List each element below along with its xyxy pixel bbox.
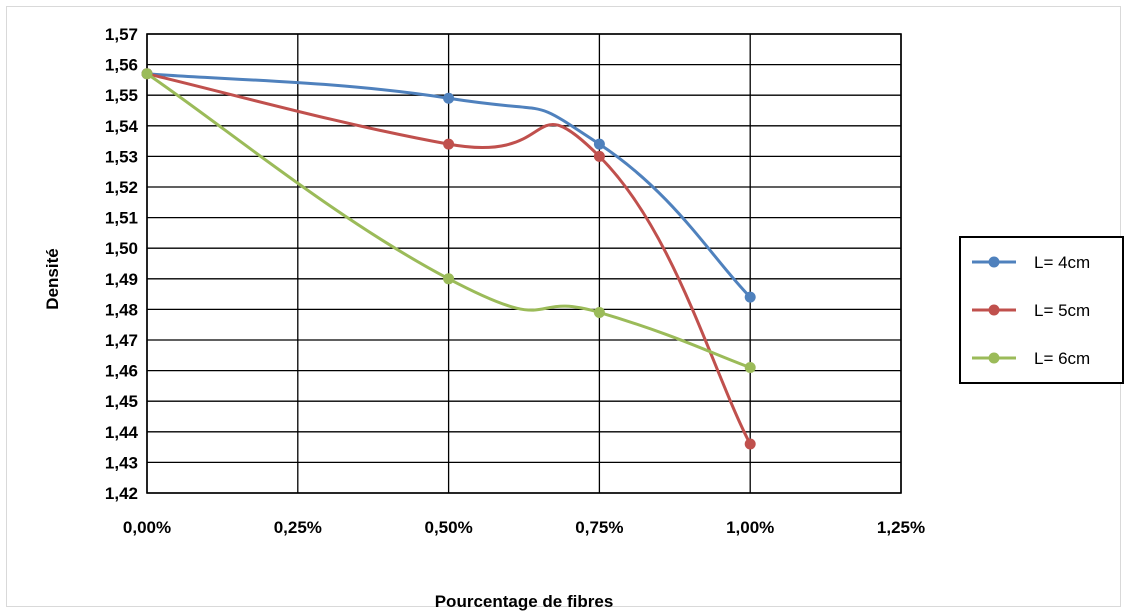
y-tick-label: 1,45 [105, 392, 138, 411]
y-axis-ticks: 1,42 1,43 1,44 1,45 1,46 1,47 1,48 1,49 1,50 1,51… [105, 25, 139, 503]
y-tick-label: 1,57 [105, 25, 138, 44]
x-tick-label: 0,75% [575, 518, 623, 537]
x-tick-label: 1,25% [877, 518, 925, 537]
y-tick-label: 1,47 [105, 331, 138, 350]
series-line-l-4cm [146, 72, 752, 299]
series-line-l-6cm [146, 72, 751, 369]
data-point-l-4cm [593, 138, 605, 150]
data-point-l-5cm [744, 438, 756, 450]
x-axis-title: Pourcentage de fibres [435, 592, 614, 611]
y-tick-label: 1,54 [105, 117, 139, 136]
y-tick-label: 1,55 [105, 86, 138, 105]
data-point-l-4cm [744, 291, 756, 303]
legend: L= 4cm L= 5cm L= 6cm [959, 236, 1124, 384]
data-point-l-5cm [593, 150, 605, 162]
y-axis-title: Densité [43, 248, 62, 309]
y-tick-label: 1,44 [105, 423, 139, 442]
y-tick-label: 1,51 [105, 209, 138, 228]
x-tick-label: 0,50% [424, 518, 472, 537]
data-point-l-6cm [141, 68, 153, 80]
legend-marker-l-5cm [988, 304, 1000, 316]
x-tick-label: 0,25% [274, 518, 322, 537]
y-tick-label: 1,49 [105, 270, 138, 289]
data-point-l-6cm [744, 362, 756, 374]
y-tick-label: 1,50 [105, 239, 138, 258]
y-tick-label: 1,56 [105, 56, 138, 75]
legend-marker-l-6cm [988, 352, 1000, 364]
x-tick-label: 0,00% [123, 518, 171, 537]
x-tick-label: 1,00% [726, 518, 774, 537]
legend-label-l-6cm: L= 6cm [1034, 349, 1090, 368]
series-lines [141, 68, 756, 450]
x-axis-ticks: 0,00% 0,25% 0,50% 0,75% 1,00% 1,25% [123, 518, 925, 537]
y-tick-label: 1,46 [105, 362, 138, 381]
y-tick-label: 1,43 [105, 453, 138, 472]
y-tick-label: 1,53 [105, 147, 138, 166]
legend-label-l-5cm: L= 5cm [1034, 301, 1090, 320]
grid [146, 33, 902, 494]
legend-label-l-4cm: L= 4cm [1034, 253, 1090, 272]
data-point-l-6cm [593, 306, 605, 318]
data-point-l-5cm [443, 138, 455, 150]
y-tick-label: 1,48 [105, 300, 138, 319]
y-tick-label: 1,52 [105, 178, 138, 197]
data-point-l-6cm [443, 273, 455, 285]
plot-area-border [146, 33, 902, 494]
data-point-l-4cm [443, 92, 455, 104]
series-line-l-5cm [146, 72, 752, 445]
legend-marker-l-4cm [988, 256, 1000, 268]
y-tick-label: 1,42 [105, 484, 138, 503]
